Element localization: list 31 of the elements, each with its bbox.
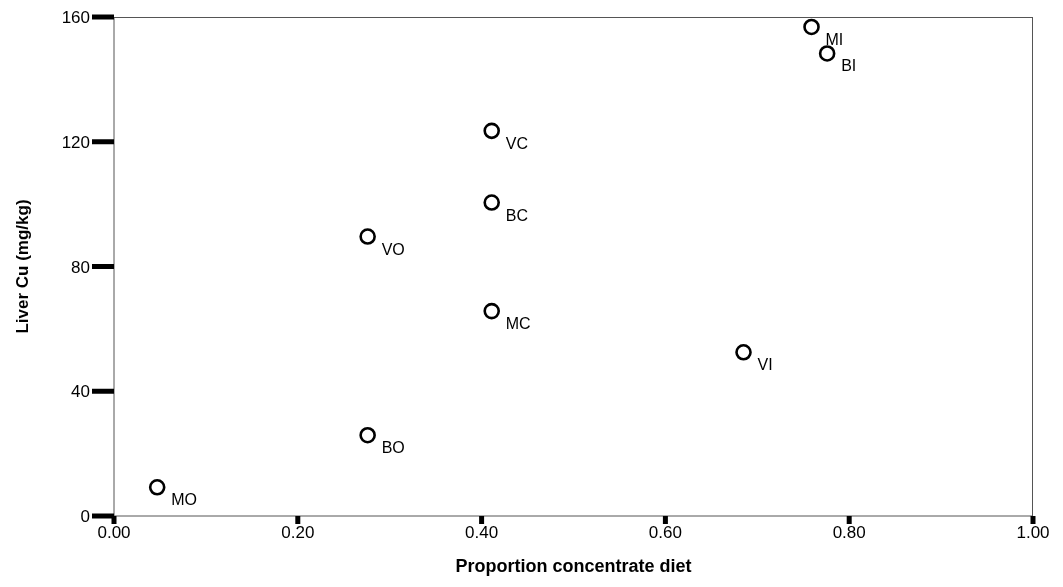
point [803,18,820,36]
x-tick-label: 0.20 [281,523,315,543]
y-tick-label: 40 [71,382,90,402]
annotation: BI [841,57,857,75]
annotation: VC [505,134,528,152]
y-axis-title: Liver Cu (mg/kg) [13,199,33,334]
y-tick-label: 80 [71,257,90,277]
point [483,194,501,211]
point [483,302,501,320]
point [818,45,836,62]
x-tick-label: 0.60 [648,523,682,543]
x-tick-label: 0.40 [465,523,499,543]
annotation: MC [505,315,531,333]
annotation: MI [825,30,844,48]
point [483,122,501,140]
x-axis-title: Proportion concentrate diet [455,556,692,576]
y-tick-label: 0 [80,507,90,527]
annotation: VI [757,356,773,374]
point [735,343,752,361]
x-tick-label: 1.00 [1016,523,1050,543]
point [359,426,376,444]
annotation: VO [381,240,405,258]
x-tick-label: 0.00 [97,523,131,543]
point [359,228,376,245]
x-tick-label: 0.80 [832,523,866,543]
y-tick-label: 160 [61,8,90,28]
annotation: MO [171,491,197,509]
annotation: BO [381,439,405,457]
point [148,479,166,496]
y-tick-label: 120 [61,132,90,152]
annotation: BC [505,206,528,224]
